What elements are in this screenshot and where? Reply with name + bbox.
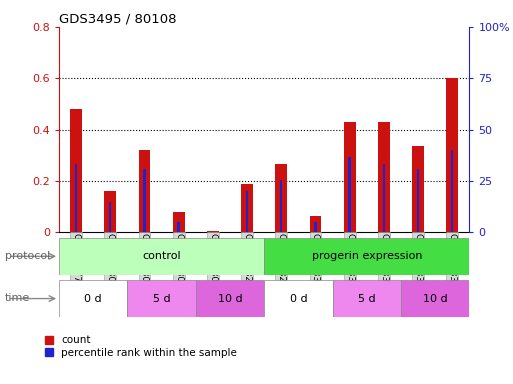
Bar — [309, 216, 322, 232]
Text: GSM255830: GSM255830 — [311, 233, 320, 288]
Legend: count, percentile rank within the sample: count, percentile rank within the sample — [45, 336, 237, 358]
Bar — [348, 157, 351, 232]
Text: control: control — [142, 251, 181, 262]
Text: GSM255828: GSM255828 — [243, 233, 251, 288]
Text: protocol: protocol — [5, 251, 50, 261]
Text: GSM255833: GSM255833 — [413, 233, 423, 288]
Bar — [246, 191, 248, 232]
Bar — [75, 164, 77, 232]
Text: time: time — [5, 293, 30, 303]
Bar — [412, 146, 424, 232]
Text: 0 d: 0 d — [289, 293, 307, 304]
Bar — [401, 280, 469, 317]
Bar — [241, 184, 253, 232]
Bar — [207, 231, 219, 232]
Text: 5 d: 5 d — [358, 293, 376, 304]
Bar — [344, 122, 356, 232]
Bar — [378, 122, 390, 232]
Text: GSM255834: GSM255834 — [448, 233, 457, 288]
Bar — [104, 191, 116, 232]
Bar — [314, 222, 317, 232]
Bar — [139, 150, 150, 232]
Bar — [446, 78, 458, 232]
Text: 5 d: 5 d — [153, 293, 170, 304]
Bar — [109, 202, 111, 232]
Text: GSM255832: GSM255832 — [380, 233, 388, 288]
Bar — [143, 169, 146, 232]
Text: GSM255806: GSM255806 — [106, 233, 115, 288]
Bar — [173, 212, 185, 232]
Bar — [280, 180, 283, 232]
Bar — [264, 238, 469, 275]
Bar — [196, 280, 264, 317]
Text: GSM255831: GSM255831 — [345, 233, 354, 288]
Bar — [417, 169, 419, 232]
Bar — [70, 109, 82, 232]
Text: 10 d: 10 d — [218, 293, 242, 304]
Bar — [177, 222, 180, 232]
Bar — [59, 280, 127, 317]
Text: GSM255829: GSM255829 — [277, 233, 286, 288]
Text: 0 d: 0 d — [84, 293, 102, 304]
Text: GSM255809: GSM255809 — [208, 233, 218, 288]
Bar — [275, 164, 287, 232]
Bar — [383, 164, 385, 232]
Bar — [332, 280, 401, 317]
Text: progerin expression: progerin expression — [311, 251, 422, 262]
Text: 10 d: 10 d — [423, 293, 447, 304]
Bar — [451, 150, 453, 232]
Text: GSM255807: GSM255807 — [140, 233, 149, 288]
Bar — [59, 238, 264, 275]
Text: GDS3495 / 80108: GDS3495 / 80108 — [59, 13, 176, 26]
Text: GSM255774: GSM255774 — [72, 233, 81, 288]
Text: GSM255808: GSM255808 — [174, 233, 183, 288]
Bar — [127, 280, 196, 317]
Bar — [264, 280, 332, 317]
